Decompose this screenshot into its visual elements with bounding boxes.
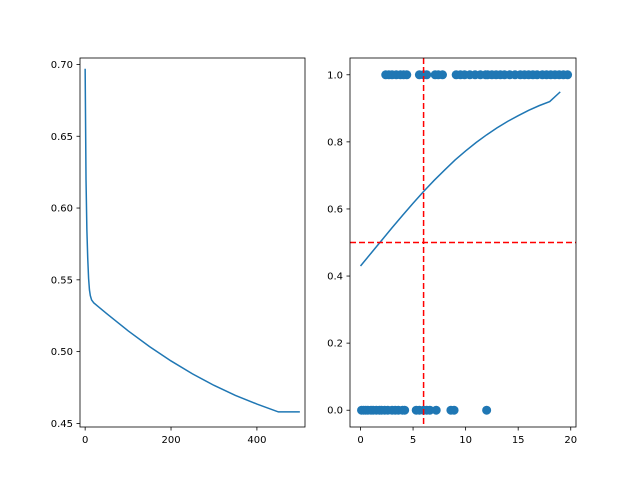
scatter-point [422, 70, 432, 80]
loss-chart-x-tick-label: 400 [247, 435, 266, 446]
scatter-point [425, 405, 435, 415]
loss-chart-y-tick-label: 0.60 [51, 204, 73, 215]
loss-chart-y-tick-label: 0.50 [51, 347, 73, 358]
loss-chart-y-tick-label: 0.65 [51, 132, 73, 143]
scatter-chart-y-tick-label: 1.0 [327, 70, 343, 81]
loss-chart-y-tick-label: 0.70 [51, 60, 73, 71]
scatter-point [402, 70, 412, 80]
scatter-chart-y-tick-label: 0.6 [327, 204, 343, 215]
scatter-point [482, 405, 492, 415]
scatter-chart-y-tick-label: 0.4 [327, 272, 343, 283]
loss-chart-x-tick-label: 0 [82, 435, 88, 446]
scatter-point [438, 70, 447, 80]
scatter-chart-x-tick-label: 5 [410, 435, 416, 446]
loss-chart-ticks: 0 200 400 0.45 0.50 0.55 0.60 0.65 0.70 [51, 60, 267, 446]
scatter-point [400, 405, 410, 415]
loss-chart-y-tick-label: 0.45 [51, 419, 73, 430]
loss-chart-frame [79, 57, 306, 428]
scatter-chart-frame [349, 57, 577, 428]
scatter-point [449, 405, 459, 415]
scatter-chart-y-tick-label: 0.8 [327, 137, 343, 148]
scatter-point [563, 70, 573, 80]
scatter-points [357, 70, 573, 415]
logistic-scatter-chart: 0 5 10 15 20 0.0 0.2 0.4 0.6 0.8 1.0 [327, 57, 577, 446]
loss-line-chart: 0 200 400 0.45 0.50 0.55 0.60 0.65 0.70 [51, 57, 306, 446]
loss-curve-line [84, 68, 300, 413]
scatter-chart-x-tick-label: 10 [459, 435, 472, 446]
loss-chart-y-tick-label: 0.55 [51, 275, 73, 286]
scatter-chart-x-tick-label: 0 [357, 435, 363, 446]
scatter-chart-x-tick-label: 15 [512, 435, 525, 446]
scatter-point [431, 405, 441, 415]
scatter-chart-y-tick-label: 0.0 [327, 406, 343, 417]
scatter-chart-ticks: 0 5 10 15 20 0.0 0.2 0.4 0.6 0.8 1.0 [327, 70, 577, 446]
loss-chart-x-tick-label: 200 [161, 435, 180, 446]
scatter-chart-y-tick-label: 0.2 [327, 339, 343, 350]
sigmoid-curve-line [359, 91, 561, 267]
scatter-chart-x-tick-label: 20 [564, 435, 577, 446]
